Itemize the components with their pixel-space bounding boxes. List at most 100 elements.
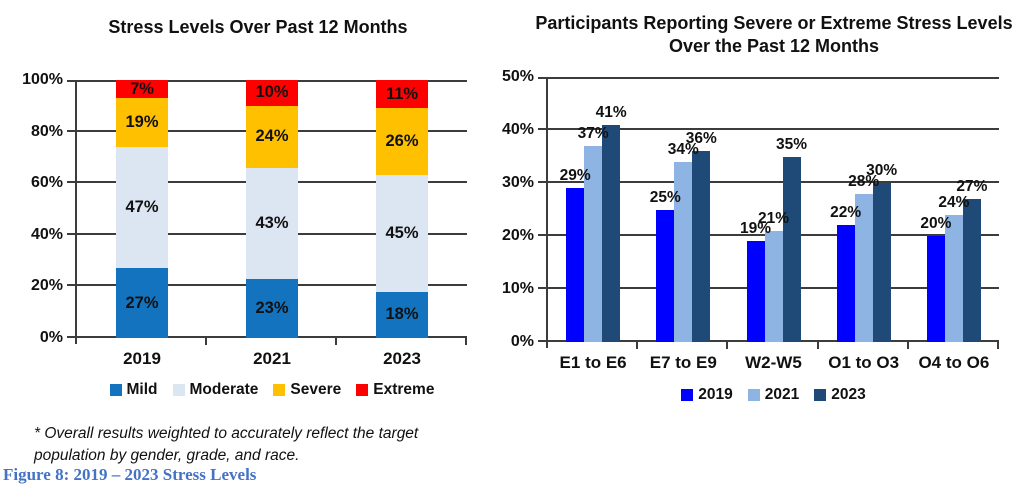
legend-swatch-mild bbox=[109, 384, 122, 396]
bar-2021-e7-to-e9 bbox=[674, 161, 693, 342]
bar-value-label: 29% bbox=[559, 167, 591, 185]
bar-value-label: 27% bbox=[956, 177, 988, 195]
legend-item-2021: 2021 bbox=[747, 386, 800, 404]
x-axis-label: W2-W5 bbox=[745, 353, 802, 372]
y-axis-tick bbox=[538, 287, 548, 289]
bar-segment-label: 26% bbox=[385, 132, 419, 151]
legend-item-moderate: Moderate bbox=[172, 381, 259, 399]
bar-value-label: 24% bbox=[938, 193, 970, 211]
legend-swatch-2019 bbox=[681, 389, 694, 401]
bar-segment-extreme: 11% bbox=[376, 80, 428, 109]
bar-segment-mild: 27% bbox=[116, 268, 168, 338]
x-axis-tick bbox=[465, 338, 467, 345]
y-axis-line bbox=[546, 77, 548, 348]
legend-label: 2023 bbox=[831, 386, 866, 403]
legend-item-extreme: Extreme bbox=[356, 381, 434, 399]
plot-area: 0% 20% 40% 60% 80% 100% 2019 27% 47% 19% 7% 2021 23%… bbox=[22, 71, 467, 368]
y-axis-tick bbox=[67, 336, 77, 338]
x-axis-label: E1 to E6 bbox=[559, 353, 627, 372]
x-axis-tick bbox=[205, 338, 207, 345]
y-axis-label: 40% bbox=[30, 225, 63, 243]
y-axis-label: 10% bbox=[501, 280, 534, 297]
y-axis-label: 80% bbox=[30, 122, 63, 140]
y-axis-tick bbox=[538, 340, 548, 342]
x-axis-label: 2021 bbox=[253, 349, 291, 368]
bar-2019-e1-to-e6 bbox=[566, 188, 585, 342]
x-axis-label: 2023 bbox=[383, 349, 421, 368]
bar-segment-mild: 23% bbox=[246, 278, 298, 338]
y-axis-label: 0% bbox=[39, 329, 63, 346]
bar-2019-o4-to-o6 bbox=[926, 236, 945, 342]
legend-swatch-severe bbox=[273, 384, 286, 396]
bar-segment-severe: 26% bbox=[376, 108, 428, 176]
bar-segment-extreme: 7% bbox=[116, 79, 168, 99]
bar-segment-label: 7% bbox=[130, 79, 154, 98]
bar-segment-severe: 19% bbox=[116, 98, 168, 148]
bar-value-label: 35% bbox=[775, 135, 808, 153]
bar-segment-moderate: 47% bbox=[116, 147, 168, 269]
bar-segment-label: 45% bbox=[385, 224, 419, 243]
bar-segment-label: 43% bbox=[255, 213, 289, 232]
y-axis-label: 0% bbox=[510, 333, 534, 350]
bar-value-label: 41% bbox=[595, 103, 627, 121]
y-axis-tick bbox=[538, 181, 548, 183]
plot-area: 0% 10% 20% 30% 40% 50% E1 to E6 29% 37% 41% E7 to … bbox=[502, 68, 999, 372]
x-axis-label: 2019 bbox=[123, 349, 161, 368]
bar-2019-o1-to-o3 bbox=[836, 225, 855, 342]
y-axis-tick bbox=[67, 232, 77, 235]
x-axis-tick bbox=[636, 342, 639, 349]
bar-value-label: 34% bbox=[667, 140, 699, 158]
legend-swatch-extreme bbox=[356, 384, 369, 396]
bar-2019-w2-w5 bbox=[746, 241, 765, 342]
bar-segment-label: 10% bbox=[255, 83, 289, 102]
bar-segment-label: 19% bbox=[125, 113, 159, 132]
y-axis-label: 100% bbox=[22, 71, 63, 88]
legend: Mild Moderate Severe Extreme bbox=[77, 381, 467, 399]
legend-label: Moderate bbox=[189, 381, 259, 398]
bar-segment-label: 24% bbox=[255, 127, 289, 146]
y-axis-tick bbox=[538, 77, 548, 79]
y-axis-tick bbox=[67, 181, 77, 184]
footnote: * Overall results weighted to accurately… bbox=[34, 423, 514, 467]
bar-2021-o1-to-o3 bbox=[854, 193, 873, 342]
legend-label: 2019 bbox=[698, 386, 733, 403]
legend-swatch-2023 bbox=[814, 389, 827, 401]
bar-value-label: 28% bbox=[848, 172, 880, 190]
bar-value-label: 25% bbox=[649, 188, 681, 206]
legend-item-severe: Severe bbox=[273, 381, 341, 399]
legend-swatch-2021 bbox=[747, 389, 760, 401]
y-axis-label: 20% bbox=[30, 277, 63, 295]
x-axis-label: O4 to O6 bbox=[918, 353, 990, 372]
chart-title: Stress Levels Over Past 12 Months bbox=[108, 17, 408, 37]
bar-value-label: 20% bbox=[920, 215, 952, 232]
bar-value-label: 30% bbox=[866, 162, 898, 179]
bar-2021-w2-w5 bbox=[764, 230, 783, 342]
legend-label: 2021 bbox=[764, 386, 800, 403]
chart-title: Participants Reporting Severe or Extreme… bbox=[535, 13, 1013, 56]
y-axis-tick bbox=[67, 284, 77, 287]
bar-value-label: 36% bbox=[685, 130, 717, 148]
legend-swatch-moderate bbox=[172, 384, 185, 396]
y-axis-tick bbox=[538, 234, 548, 236]
x-axis-tick bbox=[726, 342, 729, 349]
bar-2023-e7-to-e9 bbox=[692, 151, 711, 342]
bar-2023-e1-to-e6 bbox=[602, 124, 621, 342]
bar-2019-e7-to-e9 bbox=[656, 209, 675, 342]
bar-value-label: 19% bbox=[739, 220, 772, 238]
bar-segment-extreme: 10% bbox=[246, 80, 298, 106]
bar-segment-label: 27% bbox=[125, 293, 159, 312]
x-axis-tick bbox=[816, 342, 819, 349]
y-axis-line bbox=[75, 80, 77, 344]
bar-segment-label: 11% bbox=[385, 84, 419, 103]
bar-value-label: 37% bbox=[577, 124, 609, 142]
legend-label: Mild bbox=[126, 381, 158, 398]
bar-segment-severe: 24% bbox=[246, 105, 298, 168]
y-axis-label: 60% bbox=[30, 174, 63, 192]
gridline bbox=[548, 181, 999, 183]
x-axis-label: E7 to E9 bbox=[649, 353, 717, 372]
bar-segment-moderate: 45% bbox=[376, 175, 428, 292]
bar-segment-label: 18% bbox=[385, 305, 419, 324]
footnote-line: population by gender, grade, and race. bbox=[34, 447, 300, 464]
bar-value-label: 22% bbox=[830, 204, 862, 222]
